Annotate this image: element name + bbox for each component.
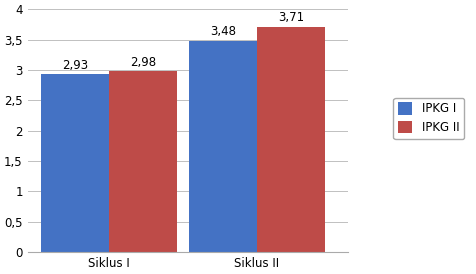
Legend: IPKG I, IPKG II: IPKG I, IPKG II xyxy=(393,98,463,139)
Text: 3,48: 3,48 xyxy=(209,25,236,38)
Bar xyxy=(188,41,257,252)
Text: 2,98: 2,98 xyxy=(130,56,156,69)
Bar xyxy=(257,27,324,252)
Bar xyxy=(109,71,177,252)
Text: 3,71: 3,71 xyxy=(277,11,303,24)
Text: 2,93: 2,93 xyxy=(62,59,88,72)
Bar xyxy=(41,74,109,252)
